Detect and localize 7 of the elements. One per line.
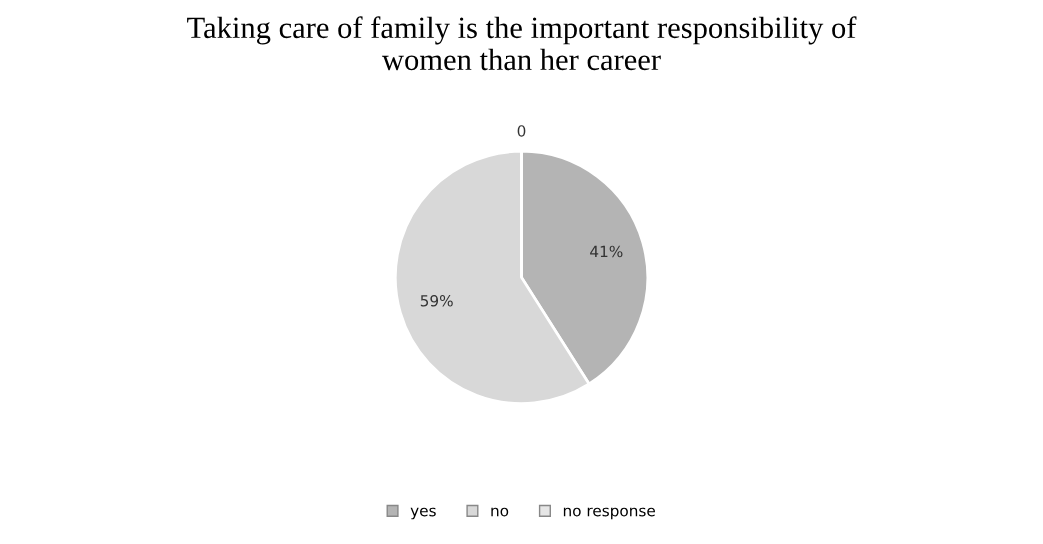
chart-title: Taking care of family is the important responsibility of women than her career (187, 16, 857, 71)
legend-label: no response (563, 507, 655, 520)
data-label: 41% (590, 245, 623, 258)
text: 0 (517, 125, 526, 137)
legend-label: yes (410, 507, 436, 520)
data-label: 59% (420, 294, 453, 307)
legend-label: no (491, 507, 509, 517)
